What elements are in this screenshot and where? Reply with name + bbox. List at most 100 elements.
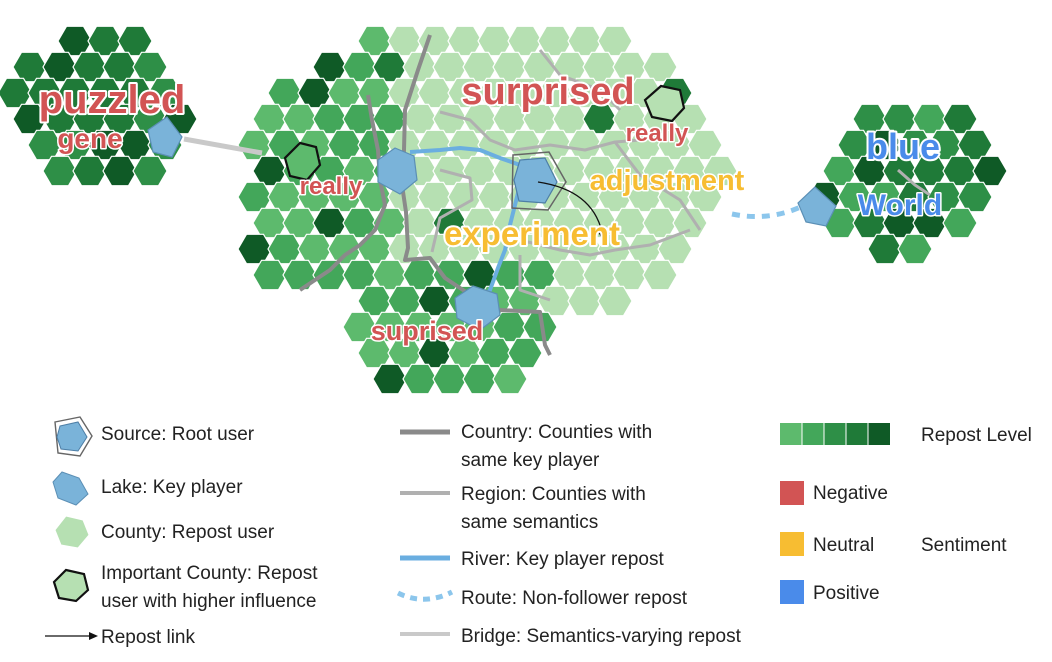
county-cell bbox=[417, 285, 453, 317]
source-root-user bbox=[511, 151, 567, 211]
region-border bbox=[613, 141, 702, 231]
word-label: adjustment bbox=[590, 165, 745, 197]
county-cell bbox=[252, 155, 288, 187]
county-cell bbox=[507, 25, 543, 57]
county-cell bbox=[957, 129, 993, 161]
county-cell bbox=[462, 363, 498, 395]
county-cell bbox=[597, 25, 633, 57]
region-border bbox=[538, 49, 622, 112]
county-cell bbox=[972, 155, 1008, 187]
legend-important-label-1: Important County: Repost bbox=[101, 563, 318, 584]
county-cell bbox=[567, 25, 603, 57]
county-cell bbox=[312, 51, 348, 83]
repost-level-swatch bbox=[780, 423, 802, 445]
county-cell bbox=[237, 181, 273, 213]
county-cell bbox=[627, 233, 663, 265]
negative-swatch bbox=[780, 481, 804, 505]
county-cell bbox=[552, 259, 588, 291]
county-cell bbox=[237, 129, 273, 161]
county-cell bbox=[477, 25, 513, 57]
county-cell bbox=[642, 259, 678, 291]
route bbox=[731, 202, 807, 220]
county-cell bbox=[942, 207, 978, 239]
country-borders bbox=[298, 34, 552, 356]
word-label: really bbox=[626, 120, 689, 147]
county-cell bbox=[342, 259, 378, 291]
word-label: suprised bbox=[371, 316, 484, 346]
county-cell bbox=[642, 207, 678, 239]
county-cell bbox=[432, 363, 468, 395]
county-cell bbox=[612, 259, 648, 291]
county-cell bbox=[642, 51, 678, 83]
legend-item-bridge: Bridge: Semantics-varying repost bbox=[400, 626, 742, 647]
legend-country-label-1: Country: Counties with bbox=[461, 422, 652, 443]
county-cell bbox=[117, 25, 153, 57]
legend-repost-level-label: Repost Level bbox=[921, 425, 1032, 446]
county-cell bbox=[597, 285, 633, 317]
repost-level-swatch bbox=[802, 423, 824, 445]
county-cell bbox=[312, 259, 348, 291]
lakes bbox=[147, 116, 837, 331]
county-cell bbox=[357, 25, 393, 57]
county-cell bbox=[432, 155, 468, 187]
county-cell bbox=[867, 233, 903, 265]
repost-link-arrowhead bbox=[597, 229, 606, 240]
word-label: blue bbox=[866, 126, 940, 167]
legend-important-label-2: user with higher influence bbox=[101, 591, 316, 612]
legend-positive-label: Positive bbox=[813, 583, 880, 604]
county-cell bbox=[522, 259, 558, 291]
county-cell bbox=[252, 103, 288, 135]
county-cell bbox=[282, 207, 318, 239]
county-cell bbox=[477, 181, 513, 213]
legend-negative-label: Negative bbox=[813, 483, 888, 504]
lake bbox=[454, 285, 501, 331]
county-cell bbox=[957, 181, 993, 213]
legend-country-label-2: same key player bbox=[461, 450, 600, 471]
county-cell bbox=[42, 155, 78, 187]
repost-level-swatch bbox=[868, 423, 890, 445]
county-cell bbox=[447, 25, 483, 57]
county-cell bbox=[267, 233, 303, 265]
county-cell bbox=[402, 259, 438, 291]
legend-item-source: Source: Root user bbox=[54, 416, 255, 457]
legend-item-county: County: Repost user bbox=[54, 515, 275, 549]
county-cell bbox=[252, 207, 288, 239]
county-cell bbox=[417, 77, 453, 109]
word-label: experiment bbox=[444, 215, 620, 252]
county-cell bbox=[132, 155, 168, 187]
county-cell bbox=[537, 285, 573, 317]
legend-item-country: Country: Counties with same key player bbox=[400, 422, 652, 471]
legend-item-lake: Lake: Key player bbox=[52, 471, 243, 506]
legend-river-label: River: Key player repost bbox=[461, 549, 664, 570]
legend-repost-link-label: Repost link bbox=[101, 627, 195, 648]
country-border bbox=[298, 94, 387, 292]
county-cell bbox=[57, 25, 93, 57]
county-cell bbox=[342, 51, 378, 83]
county-cell bbox=[267, 181, 303, 213]
repost-level-swatch bbox=[846, 423, 868, 445]
legend-bridge-label: Bridge: Semantics-varying repost bbox=[461, 626, 742, 647]
important-county bbox=[643, 84, 686, 123]
map-words: puzzled gene really surprised really adj… bbox=[37, 69, 944, 348]
county-cell bbox=[582, 259, 618, 291]
county-cell bbox=[72, 155, 108, 187]
county-cell bbox=[822, 155, 858, 187]
word-label: World bbox=[858, 189, 942, 222]
legend: Source: Root user Lake: Key player Count… bbox=[45, 416, 1032, 648]
region-border bbox=[430, 168, 474, 253]
county-cell bbox=[357, 233, 393, 265]
county-cell bbox=[447, 181, 483, 213]
county-cell bbox=[357, 77, 393, 109]
legend-repost-level: Repost Level bbox=[780, 423, 1032, 446]
county-cell bbox=[312, 207, 348, 239]
legend-region-label-2: same semantics bbox=[461, 512, 598, 533]
county-cell bbox=[282, 259, 318, 291]
lake bbox=[147, 116, 183, 158]
repost-level-swatch bbox=[824, 423, 846, 445]
county-cell bbox=[402, 103, 438, 135]
important-counties bbox=[283, 84, 686, 182]
county-cell bbox=[117, 129, 153, 161]
legend-item-river: River: Key player repost bbox=[400, 549, 664, 570]
legend-route-label: Route: Non-follower repost bbox=[461, 588, 688, 609]
